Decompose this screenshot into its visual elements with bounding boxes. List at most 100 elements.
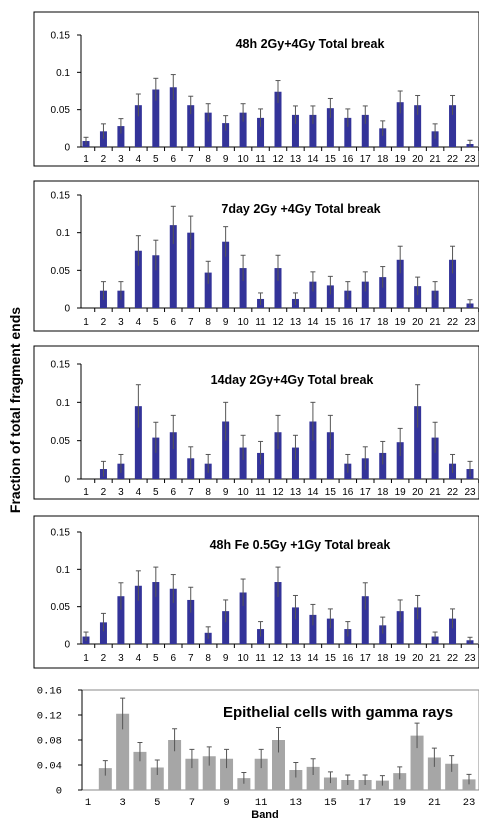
y-tick-label: 0: [56, 786, 62, 798]
x-tick-label: 19: [393, 797, 406, 809]
panel-title: 48h 2Gy+4Gy Total break: [236, 37, 385, 51]
x-tick-label: 1: [85, 797, 91, 809]
x-tick-label: 16: [342, 154, 354, 165]
x-tick-label: 11: [255, 154, 266, 165]
x-tick-label: 15: [324, 797, 337, 809]
x-tick-label: 20: [412, 487, 424, 498]
x-tick-label: 12: [272, 154, 284, 165]
panel-title: 7day 2Gy +4Gy Total break: [221, 202, 380, 216]
x-tick-label: 19: [395, 317, 407, 328]
panel-title: 14day 2Gy+4Gy Total break: [211, 373, 374, 387]
x-tick-label: 5: [153, 487, 159, 498]
x-tick-label: 5: [154, 797, 160, 809]
x-tick-label: 11: [255, 317, 266, 328]
x-tick-label: 16: [342, 653, 354, 664]
x-tick-label: 16: [342, 487, 354, 498]
x-tick-label: 4: [136, 154, 142, 165]
panel-title: 48h Fe 0.5Gy +1Gy Total break: [210, 538, 391, 552]
y-axis-title: Fraction of total fragment ends: [7, 307, 23, 513]
panel-title: Epithelial cells with gamma rays: [223, 704, 453, 721]
y-tick-label: 0.1: [56, 565, 70, 576]
x-tick-label: 6: [170, 653, 176, 664]
x-tick-label: 10: [238, 317, 250, 328]
x-tick-label: 5: [153, 317, 159, 328]
x-tick-label: 2: [101, 487, 107, 498]
y-tick-label: 0.1: [56, 68, 70, 79]
x-tick-label: 19: [395, 653, 407, 664]
x-tick-label: 9: [223, 487, 229, 498]
x-tick-label: 23: [464, 487, 476, 498]
y-tick-label: 0.05: [51, 436, 71, 447]
x-tick-label: 13: [290, 154, 302, 165]
x-tick-label: 10: [238, 487, 250, 498]
y-tick-label: 0: [64, 475, 70, 486]
x-tick-label: 8: [205, 317, 211, 328]
x-tick-label: 16: [342, 317, 354, 328]
x-tick-label: 18: [377, 154, 389, 165]
x-tick-label: 7: [188, 317, 194, 328]
x-tick-label: 6: [170, 317, 176, 328]
x-tick-label: 1: [83, 653, 89, 664]
x-tick-label: 14: [307, 487, 319, 498]
x-tick-label: 12: [272, 653, 284, 664]
x-tick-label: 10: [238, 154, 250, 165]
x-tick-label: 13: [290, 487, 302, 498]
chart-panel-14day-gamma: 14day 2Gy+4Gy Total break 00.050.10.151 2…: [34, 346, 479, 499]
x-tick-label: 13: [290, 797, 303, 809]
y-tick-label: 0.05: [51, 602, 71, 613]
chart-panel-epithelial: Epithelial cells with gamma rays 0 0.04 0.…: [37, 686, 479, 810]
x-tick-label: 15: [325, 317, 337, 328]
x-tick-label: 5: [153, 154, 159, 165]
x-tick-label: 7: [189, 797, 195, 809]
x-tick-label: 3: [118, 317, 124, 328]
x-tick-label: 21: [428, 797, 441, 809]
x-tick-label: 3: [119, 797, 125, 809]
x-tick-label: 18: [377, 487, 389, 498]
x-tick-label: 12: [272, 317, 284, 328]
y-tick-label: 0.05: [51, 266, 71, 277]
y-tick-label: 0.12: [37, 711, 62, 723]
x-tick-label: 9: [223, 797, 229, 809]
x-tick-label: 14: [307, 653, 319, 664]
x-tick-label: 23: [464, 653, 476, 664]
x-tick-label: 23: [464, 317, 476, 328]
x-tick-label: 13: [290, 653, 302, 664]
x-tick-label: 17: [360, 317, 372, 328]
x-tick-label: 6: [170, 487, 176, 498]
y-tick-label: 0.16: [37, 686, 62, 698]
x-tick-label: 1: [83, 154, 89, 165]
x-tick-label: 8: [205, 154, 211, 165]
x-tick-label: 1: [83, 487, 89, 498]
x-tick-label: 15: [325, 487, 337, 498]
x-tick-label: 20: [412, 154, 424, 165]
y-tick-label: 0.1: [56, 228, 70, 239]
x-tick-label: 7: [188, 154, 194, 165]
x-tick-label: 8: [205, 653, 211, 664]
x-tick-label: 19: [395, 154, 407, 165]
x-tick-label: 19: [395, 487, 407, 498]
y-tick-label: 0.04: [37, 761, 62, 773]
x-tick-label: 21: [430, 653, 442, 664]
x-tick-label: 6: [170, 154, 176, 165]
y-tick-label: 0: [64, 143, 70, 154]
x-tick-label: 7: [188, 653, 194, 664]
x-tick-label: 23: [463, 797, 476, 809]
x-tick-label: 2: [101, 317, 107, 328]
x-tick-label: 4: [136, 653, 142, 664]
x-tick-label: 8: [205, 487, 211, 498]
x-tick-label: 2: [101, 154, 107, 165]
x-tick-label: 1: [83, 317, 89, 328]
x-tick-label: 7: [188, 487, 194, 498]
x-tick-label: 4: [136, 317, 142, 328]
x-tick-label: 13: [290, 317, 302, 328]
x-tick-label: 20: [412, 317, 424, 328]
x-tick-label: 4: [136, 487, 142, 498]
chart-panel-48h-gamma: 48h 2Gy+4Gy Total break 00.050.10.151 2 3 4…: [34, 12, 479, 166]
x-tick-label: 21: [430, 154, 442, 165]
x-tick-label: 17: [360, 653, 372, 664]
x-tick-label: 14: [307, 154, 319, 165]
y-tick-label: 0: [64, 304, 70, 315]
x-tick-label: 15: [325, 653, 337, 664]
y-tick-label: 0.15: [51, 191, 71, 202]
